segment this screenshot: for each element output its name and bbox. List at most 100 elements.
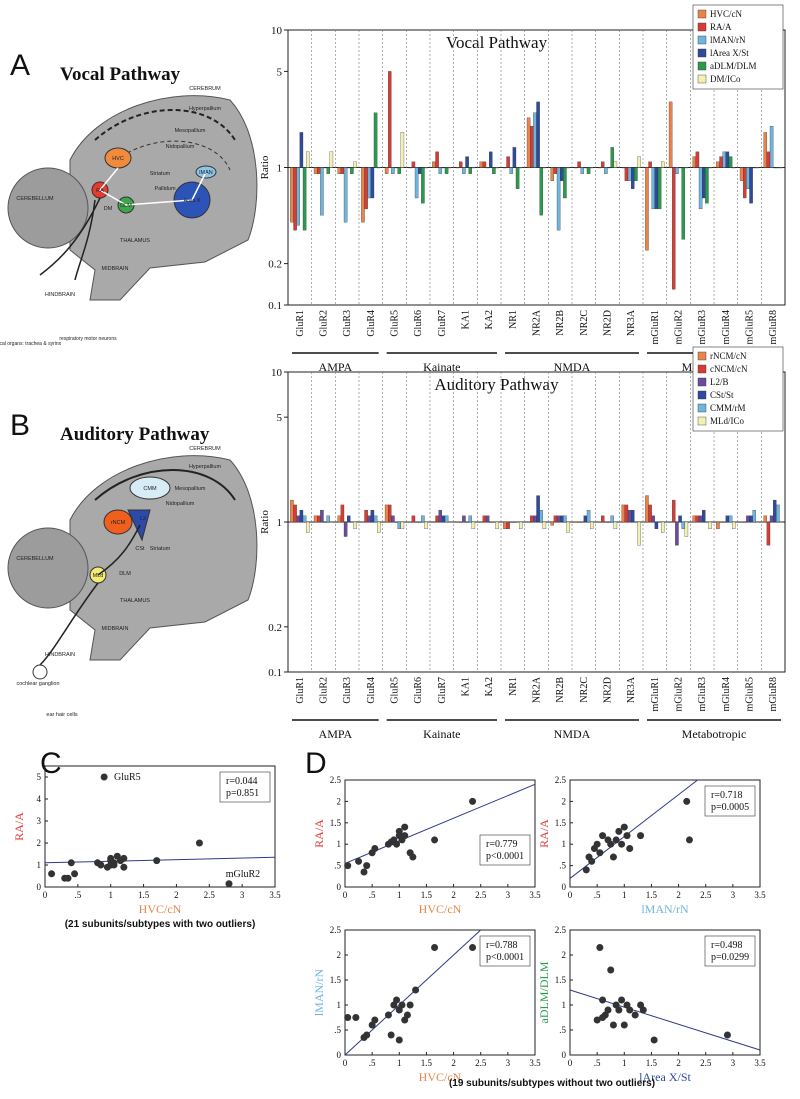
y-tick-label: 2.5 (555, 775, 567, 785)
bar (589, 521, 594, 530)
bar (302, 167, 307, 231)
bar (627, 509, 632, 523)
bar (743, 521, 747, 523)
y-tick-label: 4 (37, 794, 42, 804)
point (637, 832, 645, 840)
x-tick-label: GluR4 (366, 310, 377, 337)
point (615, 1006, 623, 1014)
x-tick-label: NR2B (555, 677, 566, 703)
bar (495, 521, 499, 530)
bar (400, 132, 405, 168)
legend-label: HVC/cN (710, 9, 742, 19)
diagram-a-shapes (7, 95, 258, 301)
point (94, 859, 102, 867)
y-axis-label: aDLM/DLM (537, 961, 551, 1023)
bar (574, 521, 578, 523)
plot-frame (344, 779, 536, 888)
bar (708, 521, 712, 530)
diagram-label: DLM (120, 203, 132, 209)
legend-label: DM/ICo (710, 74, 741, 84)
bar (299, 509, 304, 523)
bar (613, 521, 618, 530)
y-axis-label: Ratio (259, 510, 271, 534)
diagram-label: CSt (135, 546, 145, 552)
y-tick-label: 3 (37, 816, 42, 826)
point (469, 944, 477, 951)
bar (563, 515, 567, 523)
bar (482, 161, 487, 168)
bar (435, 151, 439, 168)
x-tick-label: NR3A (626, 676, 637, 703)
y-tick-label: 1 (337, 839, 342, 849)
stats-text: p<0.0001 (486, 851, 524, 862)
bar (779, 167, 783, 169)
bar (577, 521, 581, 523)
y-tick-label: 0.1 (268, 667, 282, 679)
bar (550, 167, 555, 181)
point (723, 1031, 731, 1039)
bar (347, 515, 351, 523)
bar (489, 151, 493, 168)
bar (660, 521, 665, 533)
bar (637, 521, 641, 546)
y-tick-label: 2 (337, 950, 342, 960)
bar (657, 167, 662, 210)
point (639, 1006, 647, 1014)
bar (414, 521, 419, 523)
diagram-label: HINDBRAIN (45, 652, 75, 658)
bar (317, 167, 321, 174)
bar (408, 521, 413, 523)
x-tick-label: 0 (43, 890, 48, 900)
diagram-label: MIDBRAIN (102, 626, 129, 632)
bar (776, 167, 780, 169)
bar (769, 515, 774, 523)
point (393, 996, 401, 1004)
stats-text: p<0.0001 (486, 952, 524, 963)
y-tick-label: 1 (562, 1000, 567, 1010)
bar (418, 521, 422, 523)
diagram-label: rNCM (111, 520, 126, 526)
bar (731, 521, 736, 530)
diagram-label: CEREBELLUM (16, 556, 54, 562)
bar (424, 521, 428, 530)
bar (725, 151, 730, 168)
bar (455, 521, 460, 523)
bar (684, 167, 689, 169)
diagram-label: MIDBRAIN (102, 266, 129, 272)
bar (763, 132, 768, 168)
point (371, 1016, 379, 1024)
x-tick-label: 2 (174, 890, 179, 900)
point (48, 870, 56, 878)
bar (621, 504, 626, 523)
x-tick-label: 1 (108, 890, 113, 900)
y-tick-label: 10 (271, 25, 283, 37)
bar (329, 521, 334, 523)
x-tick-label: KA2 (484, 310, 495, 329)
diagram-label: Mesopallium (175, 486, 206, 492)
y-tick-label: 0 (337, 1050, 342, 1060)
y-tick-label: 5 (277, 412, 283, 424)
y-tick-label: 1 (277, 517, 283, 529)
bar (343, 521, 348, 537)
bar (337, 167, 342, 174)
y-tick-label: .5 (559, 861, 566, 871)
bar (370, 167, 375, 199)
bar (749, 167, 753, 204)
x-axis-label: lMAN/rN (641, 902, 689, 916)
point (71, 870, 79, 878)
group-label: NMDA (554, 360, 591, 374)
point (360, 868, 368, 876)
bar (719, 156, 723, 168)
diagram-label: DM (104, 206, 113, 212)
legend-swatch (697, 22, 707, 32)
point (371, 844, 379, 852)
bar (566, 167, 570, 169)
bar (645, 167, 649, 251)
x-tick-label: GluR7 (437, 310, 448, 337)
x-tick-label: NR2D (603, 310, 614, 336)
bar (492, 167, 496, 174)
x-tick-label: NR3A (626, 309, 637, 336)
bar (695, 151, 700, 168)
point (607, 840, 615, 848)
